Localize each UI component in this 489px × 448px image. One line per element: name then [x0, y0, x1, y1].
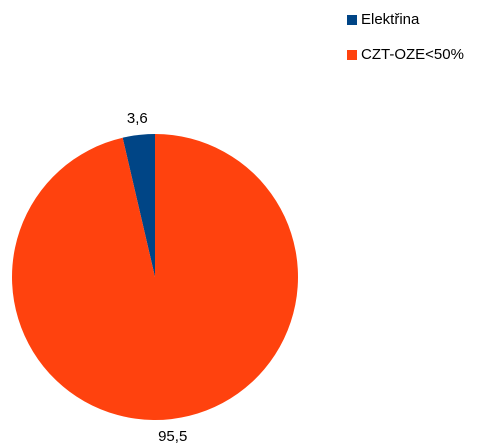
legend-swatch-elektrina	[347, 14, 357, 25]
legend-label-elektrina: Elektřina	[361, 11, 420, 28]
pie-slice-czt-oze	[12, 134, 299, 420]
pie-labels: 3,6 95,5	[127, 110, 187, 445]
legend-label-czt-oze: CZT-OZE<50%	[361, 46, 464, 63]
pie-label-czt-oze: 95,5	[158, 428, 187, 445]
legend: Elektřina CZT-OZE<50%	[347, 10, 464, 80]
pie-slice-elektrina	[122, 134, 155, 277]
legend-swatch-czt-oze	[347, 49, 357, 60]
pie-label-elektrina: 3,6	[127, 110, 148, 127]
pie-slices	[12, 134, 299, 420]
legend-item-elektrina: Elektřina	[347, 10, 464, 29]
legend-item-czt-oze: CZT-OZE<50%	[347, 45, 464, 64]
